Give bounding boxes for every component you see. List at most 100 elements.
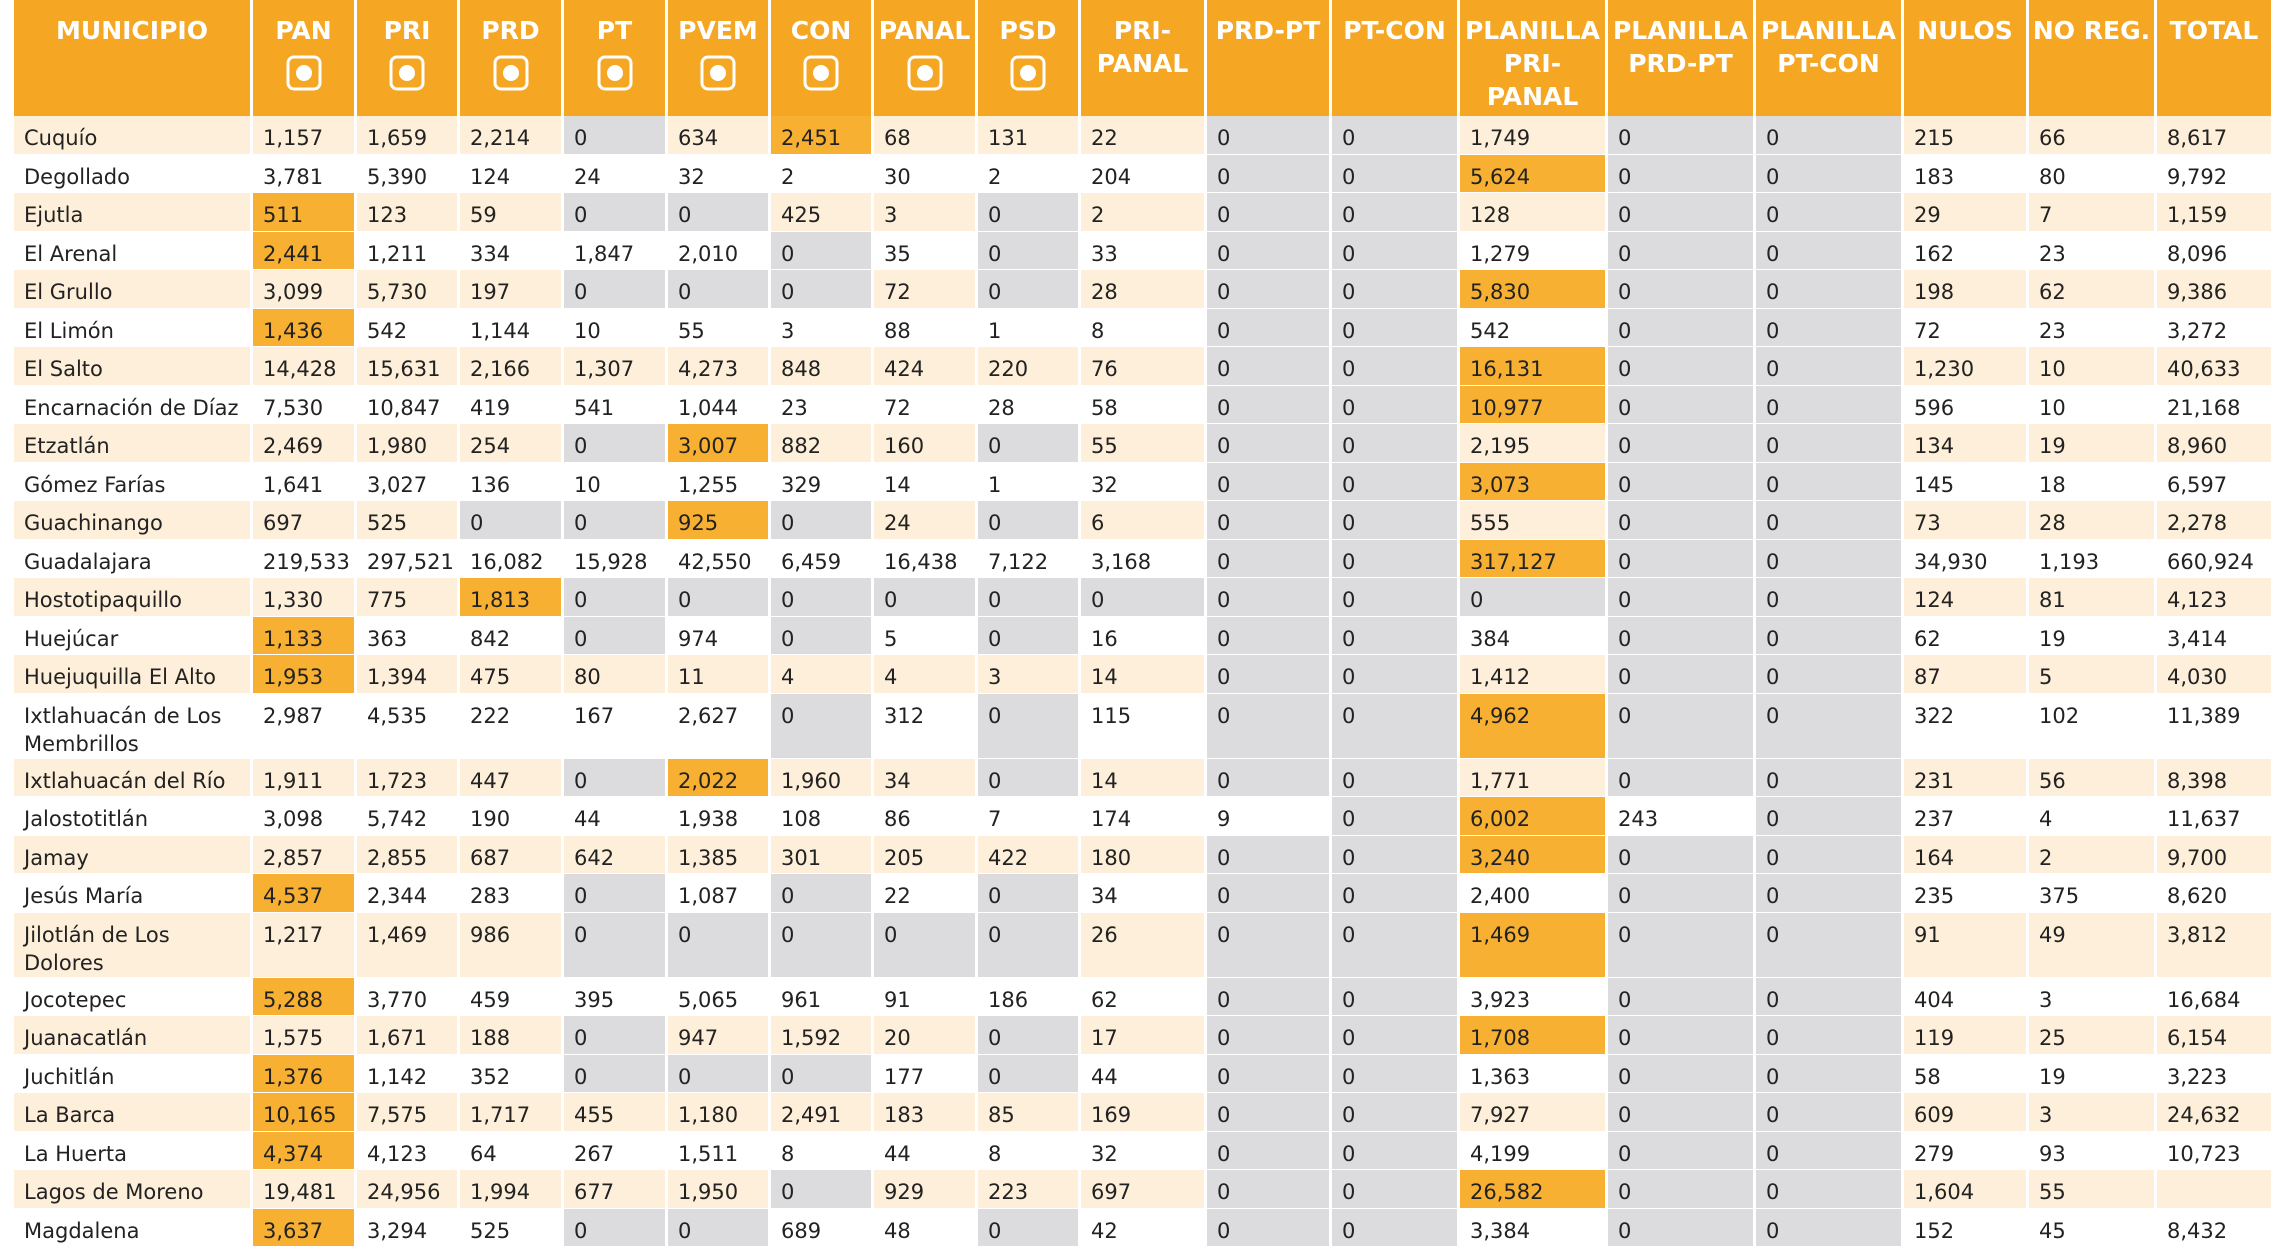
vote-cell: 22 <box>874 874 978 913</box>
municipio-cell: Encarnación de Díaz <box>14 386 253 425</box>
vote-cell: 0 <box>668 193 771 232</box>
party-logo <box>284 53 324 93</box>
vote-cell: 0 <box>1332 1209 1460 1247</box>
vote-cell: 0 <box>978 1016 1081 1055</box>
vote-cell: 26 <box>1081 913 1207 978</box>
vote-cell: 4 <box>2029 797 2157 836</box>
municipio-cell: La Huerta <box>14 1132 253 1171</box>
vote-cell: 3,168 <box>1081 540 1207 579</box>
vote-cell: 1,133 <box>253 617 357 656</box>
vote-cell: 1,813 <box>460 578 564 617</box>
vote-cell: 190 <box>460 797 564 836</box>
vote-cell: 0 <box>564 270 668 309</box>
vote-cell: 0 <box>1608 759 1756 798</box>
vote-cell: 525 <box>357 501 460 540</box>
vote-cell: 1,394 <box>357 655 460 694</box>
vote-cell: 0 <box>1207 1170 1332 1209</box>
vote-cell: 2,857 <box>253 836 357 875</box>
vote-cell: 124 <box>1904 578 2029 617</box>
vote-cell: 0 <box>1756 1209 1904 1247</box>
vote-cell: 0 <box>1332 1093 1460 1132</box>
vote-cell: 0 <box>1460 578 1608 617</box>
vote-cell: 3 <box>771 309 874 348</box>
column-header: PANAL <box>874 0 978 116</box>
vote-cell: 0 <box>1207 1055 1332 1094</box>
vote-cell: 925 <box>668 501 771 540</box>
vote-cell: 0 <box>1608 655 1756 694</box>
municipio-cell: Jamay <box>14 836 253 875</box>
vote-cell: 7,927 <box>1460 1093 1608 1132</box>
vote-cell: 0 <box>874 913 978 978</box>
vote-cell: 102 <box>2029 694 2157 759</box>
vote-cell: 0 <box>1756 617 1904 656</box>
vote-cell: 1,412 <box>1460 655 1608 694</box>
vote-cell: 86 <box>874 797 978 836</box>
vote-cell: 0 <box>1332 1170 1460 1209</box>
vote-cell: 0 <box>1332 694 1460 759</box>
vote-cell: 0 <box>1756 116 1904 155</box>
vote-cell: 0 <box>564 874 668 913</box>
vote-cell: 0 <box>668 1209 771 1247</box>
municipio-cell: El Salto <box>14 347 253 386</box>
header-label: NULOS <box>1904 14 2026 47</box>
municipio-cell: Gómez Farías <box>14 463 253 502</box>
vote-cell: 3,384 <box>1460 1209 1608 1247</box>
vote-cell: 24 <box>564 155 668 194</box>
vote-cell: 0 <box>564 424 668 463</box>
vote-cell: 0 <box>1756 1016 1904 1055</box>
vote-cell: 1,044 <box>668 386 771 425</box>
vote-cell: 188 <box>460 1016 564 1055</box>
vote-cell: 0 <box>978 617 1081 656</box>
vote-cell: 8,398 <box>2157 759 2274 798</box>
vote-cell: 0 <box>1756 759 1904 798</box>
vote-cell: 9,386 <box>2157 270 2274 309</box>
vote-cell: 0 <box>1608 347 1756 386</box>
vote-cell: 0 <box>460 501 564 540</box>
column-header: PLANILLA PRD-PT <box>1608 0 1756 116</box>
vote-cell: 91 <box>1904 913 2029 978</box>
vote-cell: 2,278 <box>2157 501 2274 540</box>
vote-cell: 64 <box>460 1132 564 1171</box>
vote-cell: 10 <box>564 463 668 502</box>
vote-cell: 174 <box>1081 797 1207 836</box>
vote-cell: 2,627 <box>668 694 771 759</box>
vote-cell: 3,098 <box>253 797 357 836</box>
vote-cell: 34 <box>874 759 978 798</box>
vote-cell: 3,027 <box>357 463 460 502</box>
vote-cell: 231 <box>1904 759 2029 798</box>
vote-cell: 697 <box>1081 1170 1207 1209</box>
vote-cell: 7,530 <box>253 386 357 425</box>
vote-cell: 3,223 <box>2157 1055 2274 1094</box>
vote-cell: 0 <box>1207 655 1332 694</box>
vote-cell: 0 <box>1756 501 1904 540</box>
vote-cell: 1,279 <box>1460 232 1608 271</box>
vote-cell: 0 <box>1332 347 1460 386</box>
vote-cell: 5,065 <box>668 978 771 1017</box>
vote-cell: 3 <box>2029 978 2157 1017</box>
column-header: PRI-PANAL <box>1081 0 1207 116</box>
vote-cell: 134 <box>1904 424 2029 463</box>
vote-cell: 7,575 <box>357 1093 460 1132</box>
vote-cell: 384 <box>1460 617 1608 656</box>
vote-cell: 0 <box>1608 540 1756 579</box>
vote-cell: 0 <box>1332 386 1460 425</box>
vote-cell: 2,987 <box>253 694 357 759</box>
vote-cell: 48 <box>874 1209 978 1247</box>
vote-cell: 0 <box>1608 386 1756 425</box>
vote-cell: 21,168 <box>2157 386 2274 425</box>
vote-cell: 2 <box>2029 836 2157 875</box>
vote-cell: 58 <box>1904 1055 2029 1094</box>
vote-cell: 395 <box>564 978 668 1017</box>
vote-cell: 301 <box>771 836 874 875</box>
header-label: PANAL <box>874 14 975 47</box>
vote-cell: 0 <box>1756 978 1904 1017</box>
vote-cell: 0 <box>1608 270 1756 309</box>
vote-cell: 4,199 <box>1460 1132 1608 1171</box>
vote-cell: 0 <box>1207 116 1332 155</box>
vote-cell: 6,154 <box>2157 1016 2274 1055</box>
vote-cell: 775 <box>357 578 460 617</box>
vote-cell: 1,157 <box>253 116 357 155</box>
vote-cell: 18 <box>2029 463 2157 502</box>
vote-cell: 2,022 <box>668 759 771 798</box>
vote-cell: 0 <box>1207 232 1332 271</box>
